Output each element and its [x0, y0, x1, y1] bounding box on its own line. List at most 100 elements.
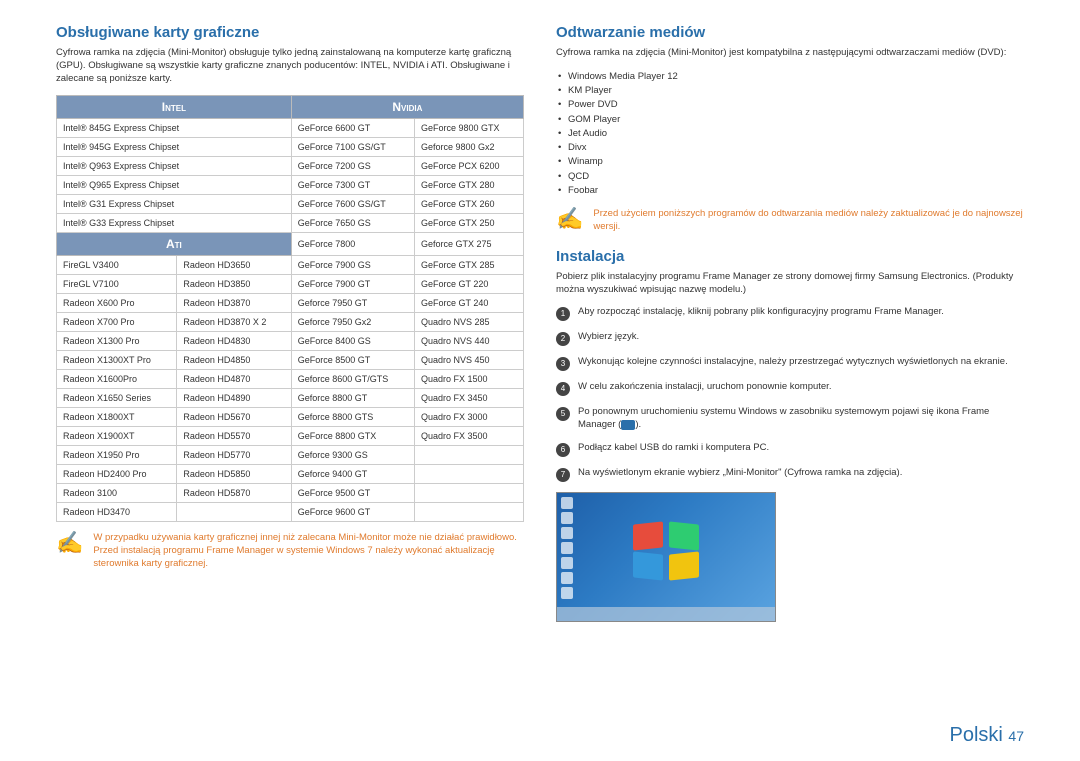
windows-screenshot — [556, 492, 776, 622]
table-cell: Geforce 7950 Gx2 — [291, 313, 414, 332]
step-text: Podłącz kabel USB do ramki i komputera P… — [578, 442, 769, 455]
table-cell: Quadro NVS 440 — [414, 332, 523, 351]
footer-page: 47 — [1008, 728, 1024, 744]
table-cell: GeForce GTX 250 — [414, 214, 523, 233]
table-cell: GeForce GTX 280 — [414, 176, 523, 195]
table-cell: Geforce 9300 GS — [291, 446, 414, 465]
table-cell: Geforce 9800 Gx2 — [414, 138, 523, 157]
step: 7Na wyświetlonym ekranie wybierz „Mini-M… — [556, 467, 1024, 482]
players-list: Windows Media Player 12KM PlayerPower DV… — [556, 70, 1024, 198]
table-cell: GeForce 8400 GS — [291, 332, 414, 351]
table-cell: Radeon X1800XT — [57, 408, 177, 427]
media-note-text: Przed użyciem poniższych programów do od… — [593, 208, 1024, 234]
table-cell: Radeon HD3650 — [177, 256, 291, 275]
table-cell: Quadro FX 1500 — [414, 370, 523, 389]
step-number: 6 — [556, 443, 570, 457]
table-cell: Radeon HD5770 — [177, 446, 291, 465]
table-cell: Radeon X1600Pro — [57, 370, 177, 389]
table-cell: Radeon X700 Pro — [57, 313, 177, 332]
table-cell: Geforce 8800 GTS — [291, 408, 414, 427]
table-cell: Radeon HD5870 — [177, 484, 291, 503]
table-cell: Radeon X1300 Pro — [57, 332, 177, 351]
gpu-note: ✍ W przypadku używania karty graficznej … — [56, 532, 524, 570]
table-cell: Geforce GTX 275 — [414, 233, 523, 256]
table-cell: Radeon HD5570 — [177, 427, 291, 446]
table-cell: GeForce 7900 GT — [291, 275, 414, 294]
table-cell: Intel® 845G Express Chipset — [57, 119, 292, 138]
table-cell: Geforce 9400 GT — [291, 465, 414, 484]
table-cell: GeForce GT 240 — [414, 294, 523, 313]
table-cell — [414, 484, 523, 503]
right-column: Odtwarzanie mediów Cyfrowa ramka na zdję… — [556, 24, 1024, 622]
gpu-note-text: W przypadku używania karty graficznej in… — [93, 532, 524, 570]
list-item: Power DVD — [556, 98, 1024, 112]
table-cell: Radeon X600 Pro — [57, 294, 177, 313]
table-cell: Radeon HD3470 — [57, 503, 177, 522]
table-cell: GeForce 7600 GS/GT — [291, 195, 414, 214]
step-number: 2 — [556, 332, 570, 346]
step-text: Po ponownym uruchomieniu systemu Windows… — [578, 406, 1024, 432]
table-cell: GeForce 9500 GT — [291, 484, 414, 503]
table-cell: Radeon X1650 Series — [57, 389, 177, 408]
step: 6 Podłącz kabel USB do ramki i komputera … — [556, 442, 1024, 457]
table-cell: Geforce 7950 GT — [291, 294, 414, 313]
step-number: 5 — [556, 407, 570, 421]
table-cell: Radeon HD3870 — [177, 294, 291, 313]
step: 2 Wybierz język. — [556, 331, 1024, 346]
step-text: Wybierz język. — [578, 331, 639, 344]
media-intro: Cyfrowa ramka na zdjęcia (Mini-Monitor) … — [556, 47, 1024, 60]
th-ati: Ati — [57, 233, 292, 256]
list-item: GOM Player — [556, 113, 1024, 127]
page-footer: Polski 47 — [950, 724, 1025, 747]
table-cell — [414, 503, 523, 522]
table-cell: GeForce 7300 GT — [291, 176, 414, 195]
step: 4W celu zakończenia instalacji, uruchom … — [556, 381, 1024, 396]
install-heading: Instalacja — [556, 248, 1024, 265]
step-number: 1 — [556, 307, 570, 321]
table-cell: Radeon HD4870 — [177, 370, 291, 389]
table-cell: Intel® Q963 Express Chipset — [57, 157, 292, 176]
note-icon: ✍ — [556, 208, 583, 230]
table-cell: Radeon X1900XT — [57, 427, 177, 446]
table-cell: GeForce GT 220 — [414, 275, 523, 294]
table-cell: Geforce 8600 GT/GTS — [291, 370, 414, 389]
step-text: W celu zakończenia instalacji, uruchom p… — [578, 381, 831, 394]
gpu-table: Intel Nvidia Intel® 845G Express Chipset… — [56, 95, 524, 522]
table-cell: Quadro FX 3450 — [414, 389, 523, 408]
table-cell: Radeon HD2400 Pro — [57, 465, 177, 484]
list-item: KM Player — [556, 84, 1024, 98]
table-cell: Radeon HD4830 — [177, 332, 291, 351]
table-cell: GeForce 9800 GTX — [414, 119, 523, 138]
media-heading: Odtwarzanie mediów — [556, 24, 1024, 41]
table-cell: GeForce 7200 GS — [291, 157, 414, 176]
step-text: Wykonując kolejne czynności instalacyjne… — [578, 356, 1008, 369]
th-nvidia: Nvidia — [291, 96, 523, 119]
table-cell: Intel® G31 Express Chipset — [57, 195, 292, 214]
table-cell: Intel® 945G Express Chipset — [57, 138, 292, 157]
list-item: Foobar — [556, 184, 1024, 198]
table-cell: GeForce 9600 GT — [291, 503, 414, 522]
table-cell: GeForce 7800 — [291, 233, 414, 256]
table-cell: Radeon HD3870 X 2 — [177, 313, 291, 332]
table-cell: FireGL V3400 — [57, 256, 177, 275]
step-text: Na wyświetlonym ekranie wybierz „Mini-Mo… — [578, 467, 902, 480]
step-number: 3 — [556, 357, 570, 371]
left-column: Obsługiwane karty graficzne Cyfrowa ramk… — [56, 24, 524, 622]
install-intro: Pobierz plik instalacyjny programu Frame… — [556, 271, 1024, 297]
table-cell: Radeon HD5850 — [177, 465, 291, 484]
table-cell: Radeon X1300XT Pro — [57, 351, 177, 370]
table-cell — [177, 503, 291, 522]
step: 3 Wykonując kolejne czynności instalacyjn… — [556, 356, 1024, 371]
table-cell: Radeon HD4850 — [177, 351, 291, 370]
gpu-intro: Cyfrowa ramka na zdjęcia (Mini-Monitor) … — [56, 47, 524, 85]
table-cell: GeForce 8500 GT — [291, 351, 414, 370]
table-cell: GeForce PCX 6200 — [414, 157, 523, 176]
list-item: Winamp — [556, 155, 1024, 169]
list-item: Windows Media Player 12 — [556, 70, 1024, 84]
table-cell: GeForce GTX 260 — [414, 195, 523, 214]
table-cell: Geforce 8800 GT — [291, 389, 414, 408]
table-cell: Radeon 3100 — [57, 484, 177, 503]
table-cell: Radeon HD3850 — [177, 275, 291, 294]
table-cell: FireGL V7100 — [57, 275, 177, 294]
table-cell: GeForce 6600 GT — [291, 119, 414, 138]
